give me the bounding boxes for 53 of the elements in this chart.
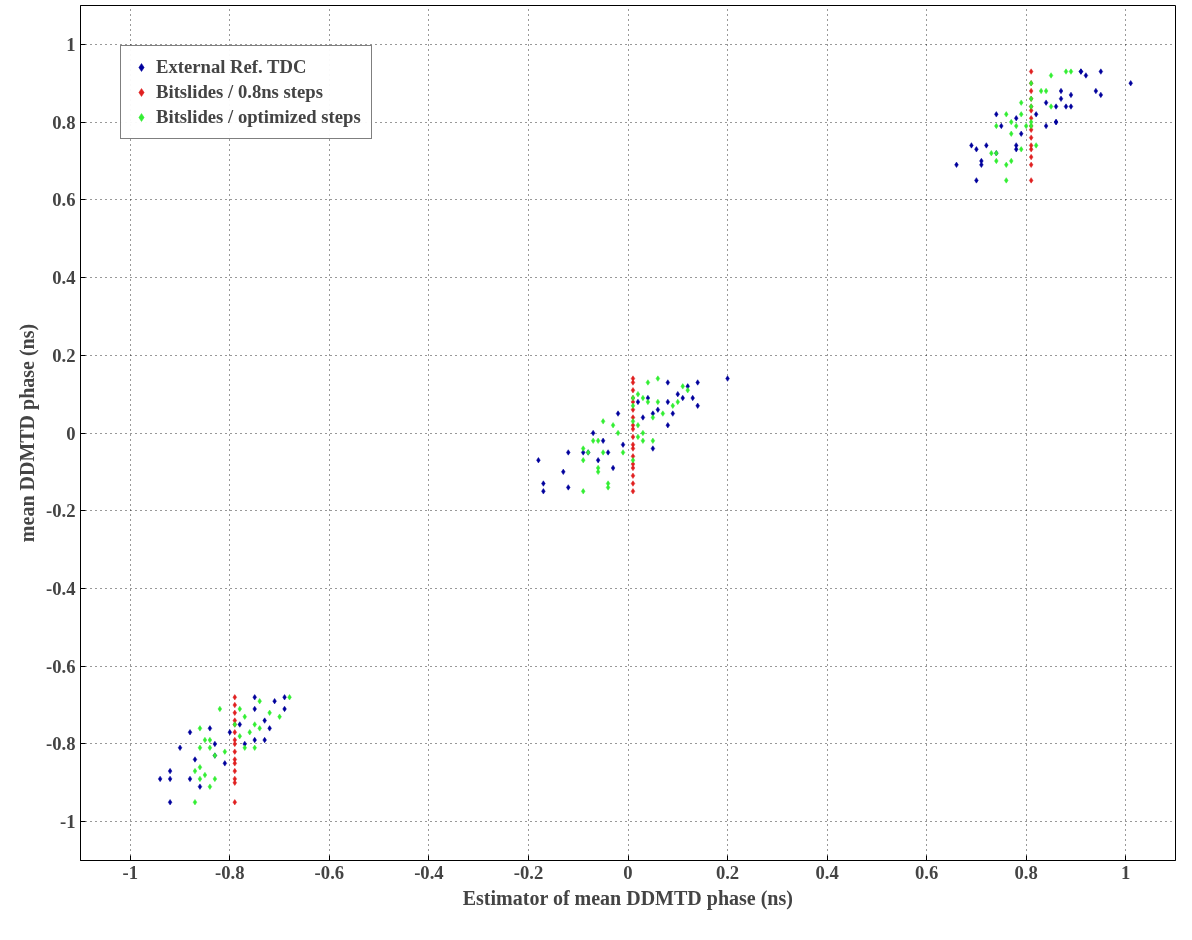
x-tick-label: -0.6	[314, 861, 345, 883]
legend-label: External Ref. TDC	[156, 56, 307, 78]
legend-label: Bitslides / optimized steps	[156, 106, 361, 128]
point	[630, 426, 636, 433]
y-tick-label: 1	[66, 33, 76, 55]
point	[232, 779, 237, 786]
x-tick-label: -0.8	[215, 861, 245, 883]
y-tick-label: 0	[66, 422, 76, 444]
point	[630, 433, 636, 440]
point	[1029, 146, 1034, 153]
point	[1029, 154, 1034, 161]
x-tick-label: 0.8	[1014, 861, 1038, 883]
y-tick-label: -1	[59, 811, 76, 833]
y-tick-label: -0.8	[45, 733, 76, 755]
y-tick-label: -0.2	[45, 500, 76, 522]
x-axis-title: Estimator of mean DDMTD phase (ns)	[462, 886, 793, 910]
x-tick-label: 1	[1121, 861, 1131, 883]
point	[232, 709, 237, 716]
point	[630, 379, 636, 386]
point	[232, 799, 237, 806]
point	[1029, 68, 1034, 75]
point	[1029, 88, 1034, 94]
point	[232, 740, 237, 747]
point	[232, 768, 237, 775]
point	[630, 472, 636, 479]
x-tick-label: 0.2	[715, 861, 740, 883]
point	[232, 748, 237, 755]
x-tick-label: 0	[623, 861, 633, 883]
point	[232, 729, 237, 736]
x-tick-label: 0.4	[815, 861, 839, 883]
y-tick-label: 0.6	[52, 189, 76, 211]
point	[232, 694, 237, 701]
x-tick-label: -1	[122, 861, 139, 883]
point	[630, 480, 636, 487]
point	[630, 464, 636, 471]
y-tick-label: -0.4	[45, 577, 76, 599]
point	[630, 488, 636, 495]
point	[1029, 177, 1034, 184]
y-tick-label: 0.2	[52, 344, 76, 366]
point	[1029, 134, 1034, 141]
legend-label: Bitslides / 0.8ns steps	[156, 81, 323, 103]
point	[630, 387, 636, 394]
point	[232, 702, 237, 709]
y-tick-label: 0.4	[52, 267, 76, 289]
y-tick-label: 0.8	[52, 111, 76, 133]
x-tick-label: 0.6	[914, 861, 939, 883]
x-tick-label: -0.2	[513, 861, 544, 883]
y-tick-label: -0.6	[45, 655, 76, 677]
y-axis-title: mean DDMTD phase (ns)	[15, 323, 39, 543]
x-tick-label: -0.4	[414, 861, 444, 883]
point	[1029, 161, 1034, 168]
point	[232, 760, 237, 767]
point	[630, 445, 636, 452]
